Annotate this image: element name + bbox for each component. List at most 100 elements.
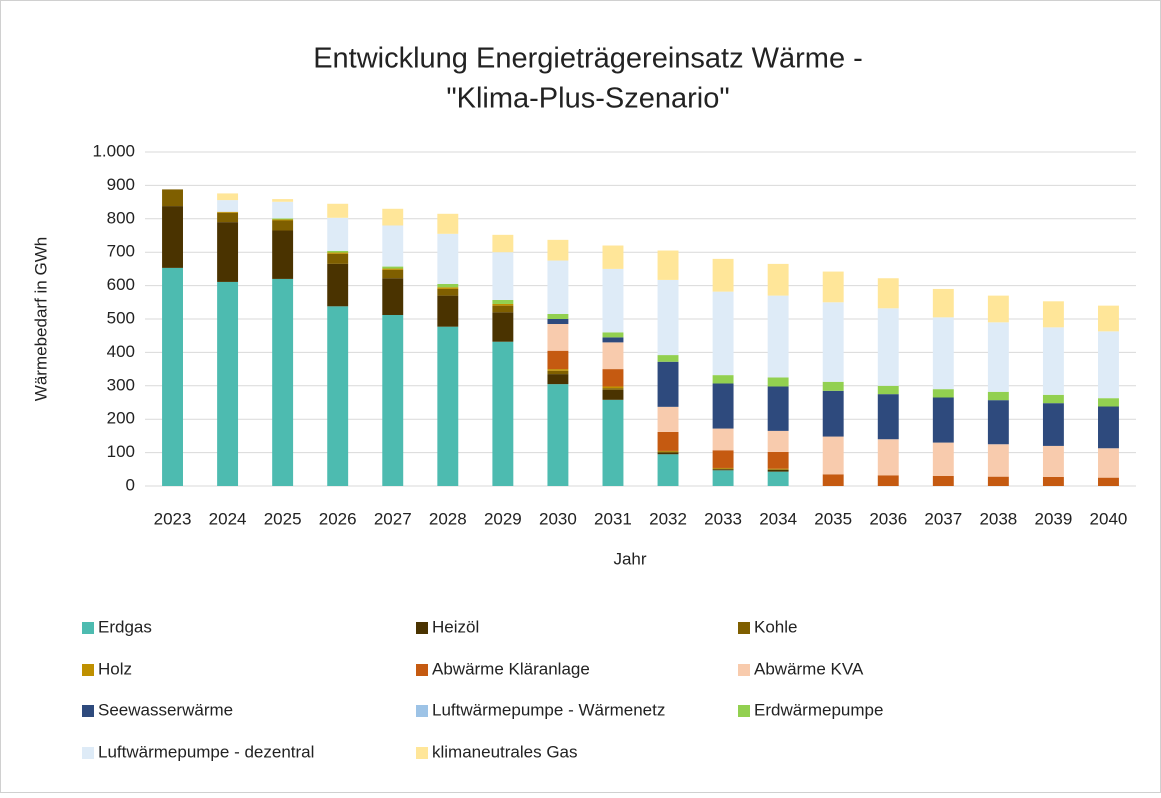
bar-segment: [877, 278, 899, 309]
bar-segment: [712, 428, 734, 451]
bar-segment: [712, 383, 734, 429]
bar-segment: [492, 299, 514, 304]
bar-segment: [657, 279, 679, 356]
bar-segment: [547, 370, 569, 375]
legend-label: Erdwärmepumpe: [754, 700, 883, 719]
bar-segment: [712, 468, 734, 470]
bar-segment: [217, 200, 239, 212]
bar-segment: [327, 250, 349, 253]
legend-swatch: [738, 622, 750, 634]
bar-segment: [547, 324, 569, 351]
bar-segment: [217, 281, 239, 486]
bar-segment: [327, 252, 349, 254]
bar-segment: [877, 308, 899, 386]
bar-segment: [712, 470, 734, 486]
bar-segment: [162, 189, 183, 207]
bar-segment: [657, 452, 679, 455]
bar-segment: [932, 442, 954, 476]
bar-segment: [767, 451, 789, 469]
bar-segment: [602, 245, 624, 269]
y-tick-label: 900: [107, 175, 135, 194]
bar-segment: [987, 295, 1009, 323]
bar-segment: [822, 474, 844, 486]
chart-title: "Klima-Plus-Szenario": [446, 83, 729, 115]
bar-segment: [657, 454, 679, 486]
bar-segment: [547, 374, 569, 385]
bar-segment: [272, 218, 294, 220]
x-tick-label: 2033: [704, 509, 742, 528]
bar-segment: [437, 213, 459, 234]
bar-segment: [1098, 398, 1119, 407]
bar-segment: [822, 271, 844, 303]
bar-segment: [1098, 305, 1119, 332]
bar-segment: [657, 406, 679, 432]
bar-segment: [547, 239, 569, 261]
bar-segment: [602, 337, 624, 343]
x-tick-label: 2023: [154, 509, 192, 528]
bar-segment: [877, 475, 899, 486]
legend-label: Luftwärmepumpe - Wärmenetz: [432, 700, 665, 719]
bar-segment: [1098, 406, 1119, 449]
bar-segment: [712, 450, 734, 468]
bar-segment: [602, 386, 624, 389]
bar-segment: [272, 220, 294, 231]
bar-segment: [767, 430, 789, 452]
bar-segment: [217, 211, 239, 213]
bar-segment: [767, 263, 789, 296]
bar-segment: [547, 319, 569, 325]
bar-segment: [822, 390, 844, 437]
bar-segment: [217, 212, 239, 223]
y-tick-label: 800: [107, 208, 135, 227]
bar-segment: [987, 322, 1009, 392]
bar-segment: [547, 369, 569, 371]
x-tick-label: 2031: [594, 509, 632, 528]
x-tick-label: 2030: [539, 509, 577, 528]
x-tick-label: 2027: [374, 509, 412, 528]
legend-swatch: [738, 664, 750, 676]
x-tick-label: 2034: [759, 509, 797, 528]
x-tick-label: 2032: [649, 509, 687, 528]
bar-segment: [437, 283, 459, 288]
legend-swatch: [416, 622, 428, 634]
bar-segment: [712, 258, 734, 292]
bar-segment: [987, 391, 1009, 401]
bar-segment: [767, 471, 789, 486]
bar-segment: [327, 263, 349, 307]
bar-segment: [547, 350, 569, 370]
bar-segment: [602, 389, 624, 400]
y-axis-label: Wärmebedarf in GWh: [31, 237, 50, 401]
bar-segment: [712, 375, 734, 384]
bar-segment: [767, 469, 789, 472]
bar-segment: [1042, 394, 1064, 404]
y-tick-label: 100: [107, 442, 135, 461]
bar-segment: [1042, 445, 1064, 477]
x-tick-label: 2029: [484, 509, 522, 528]
legend-swatch: [82, 664, 94, 676]
bar-segment: [437, 326, 459, 486]
x-tick-label: 2040: [1090, 509, 1128, 528]
bar-segment: [767, 469, 789, 470]
bar-segment: [492, 312, 514, 342]
x-tick-label: 2038: [979, 509, 1017, 528]
legend-label: Abwärme KVA: [754, 659, 864, 678]
bar-segment: [657, 431, 679, 451]
y-tick-label: 200: [107, 409, 135, 428]
bar-segment: [1042, 476, 1064, 486]
bar-segment: [272, 230, 294, 279]
bar-segment: [657, 361, 679, 407]
bar-segment: [492, 234, 514, 253]
bar-segment: [822, 302, 844, 382]
bar-segment: [327, 306, 349, 486]
bar-segment: [877, 385, 899, 395]
bar-segment: [492, 303, 514, 306]
legend-swatch: [416, 705, 428, 717]
legend-label: Kohle: [754, 617, 797, 636]
bar-segment: [602, 342, 624, 370]
bar-segment: [712, 291, 734, 376]
bar-segment: [382, 269, 404, 279]
bar-segment: [437, 287, 459, 289]
bar-segment: [767, 295, 789, 378]
bar-segment: [1098, 448, 1119, 478]
bar-segment: [822, 381, 844, 391]
bar-segment: [382, 208, 404, 226]
